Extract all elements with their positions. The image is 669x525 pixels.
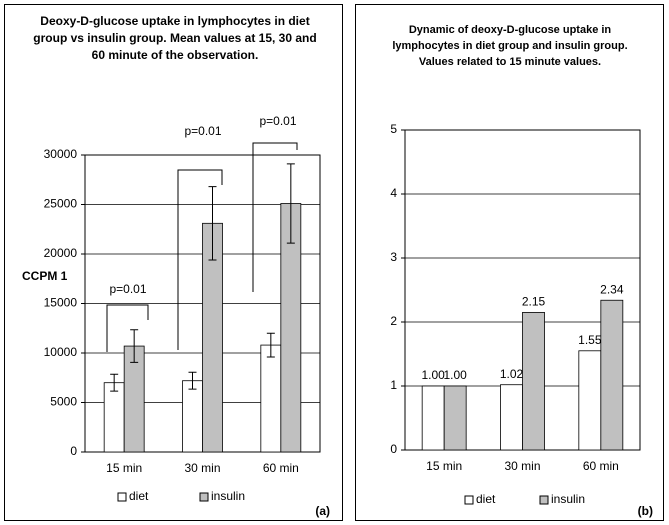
panel-label: (a)	[315, 504, 330, 518]
legend-swatch	[539, 495, 549, 505]
y-tick-label: 25000	[44, 197, 78, 211]
y-tick-label: 30000	[44, 147, 78, 161]
y-tick-label: 0	[390, 442, 397, 456]
bar	[500, 384, 523, 451]
value-label: 2.34	[600, 282, 624, 296]
bar	[600, 299, 624, 451]
y-tick-label: 1	[390, 378, 397, 392]
bar	[578, 350, 602, 451]
x-tick-label: 30 min	[504, 459, 540, 473]
legend-label: insulin	[551, 492, 585, 506]
error-bar	[286, 163, 295, 244]
y-tick-label: 4	[390, 186, 397, 200]
chart-title: Dynamic of deoxy-D-glucose uptake in lym…	[392, 24, 628, 68]
bar	[103, 382, 125, 453]
error-bar	[110, 373, 119, 392]
bracket	[177, 169, 223, 350]
bracket	[106, 304, 149, 352]
bracket	[252, 142, 298, 292]
bar	[421, 385, 445, 451]
legend-swatch	[199, 492, 209, 502]
bar	[522, 311, 545, 451]
annotation: p=0.01	[184, 124, 221, 138]
error-bar	[130, 329, 139, 363]
legend-label: diet	[476, 492, 496, 506]
x-tick-label: 60 min	[583, 459, 619, 473]
value-label: 1.02	[500, 367, 524, 381]
bar	[443, 385, 467, 451]
panel-label: (b)	[638, 504, 653, 518]
y-tick-label: 5	[390, 122, 397, 136]
y-tick-label: 10000	[44, 345, 78, 359]
legend-swatch	[464, 495, 474, 505]
value-label: 2.15	[522, 295, 546, 309]
y-tick-label: 3	[390, 250, 397, 264]
value-label: 1.00	[443, 368, 467, 382]
value-label: 1.55	[578, 333, 602, 347]
x-tick-label: 15 min	[106, 461, 142, 475]
y-tick-label: 5000	[50, 395, 77, 409]
legend-swatch	[117, 492, 127, 502]
bar	[182, 380, 203, 453]
error-bar	[208, 186, 217, 261]
chart-title: Deoxy-D-glucose uptake in lymphocytes in…	[33, 14, 317, 62]
annotation: p=0.01	[259, 114, 296, 128]
x-tick-label: 30 min	[184, 461, 220, 475]
x-tick-label: 15 min	[426, 459, 462, 473]
annotation: p=0.01	[109, 282, 146, 296]
bar	[260, 344, 282, 453]
panel-frame	[355, 4, 664, 521]
legend-label: insulin	[211, 489, 245, 503]
legend-label: diet	[129, 489, 149, 503]
error-bar	[266, 332, 275, 358]
y-tick-label: 20000	[44, 246, 78, 260]
panel-frame	[4, 4, 343, 521]
x-tick-label: 60 min	[263, 461, 299, 475]
y-tick-label: 2	[390, 314, 397, 328]
y-tick-label: 0	[70, 444, 77, 458]
y-axis-label: CCPM 1	[22, 269, 68, 283]
value-label: 1.00	[421, 368, 445, 382]
y-tick-label: 15000	[44, 296, 78, 310]
error-bar	[188, 371, 197, 390]
